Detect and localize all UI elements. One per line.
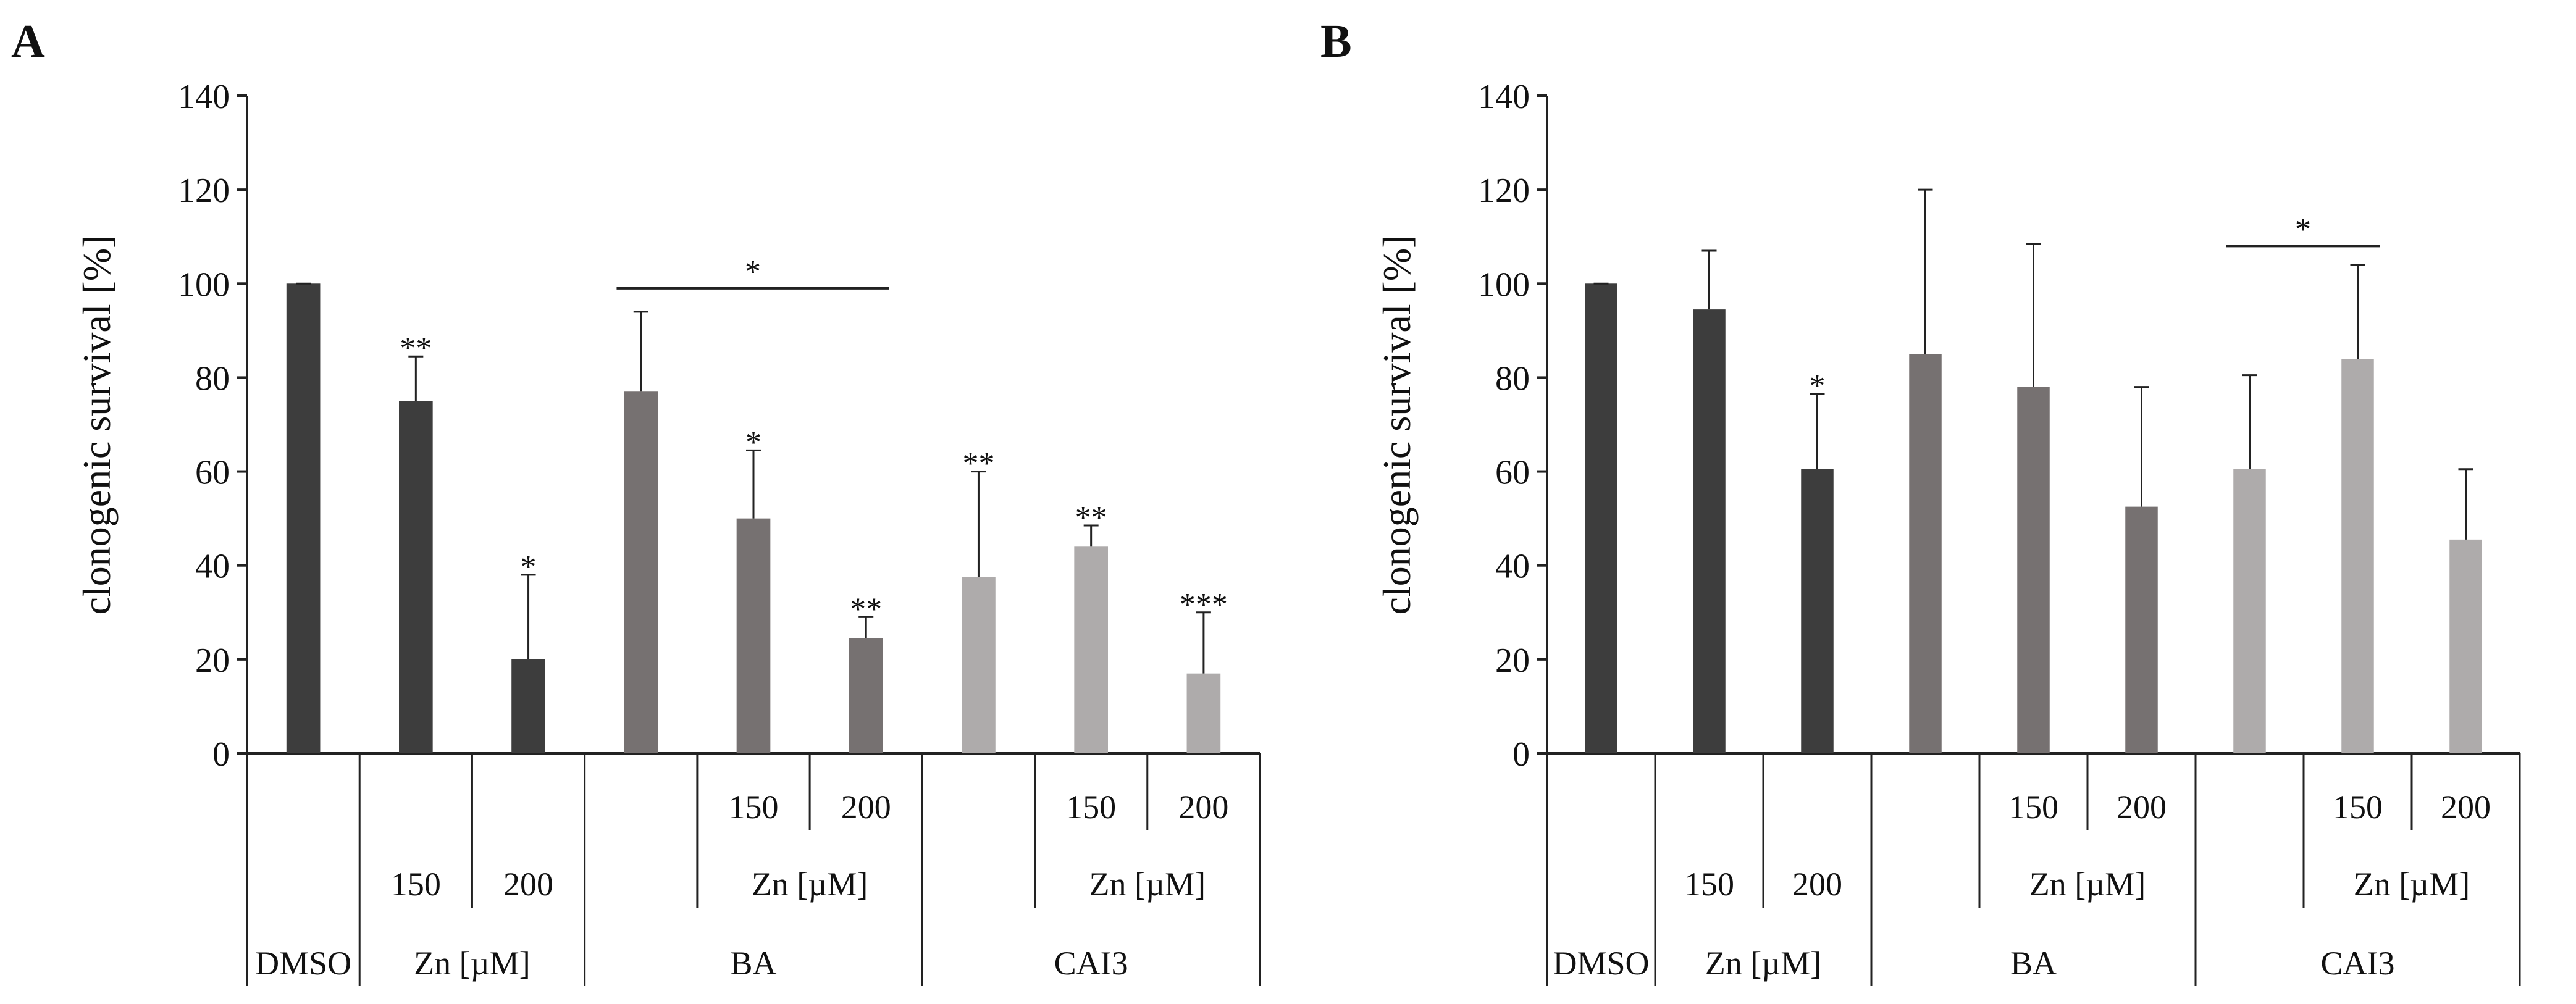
panel-a: A clonogenic survival [%] 0 20 40 60 80 100 12…	[11, 15, 1261, 986]
bar	[624, 391, 658, 753]
x-category-label: 200	[2117, 789, 2167, 826]
panel-b: B clonogenic survival [%] 0 20 40 60 80 100 12…	[1320, 15, 2521, 986]
x-category-label: 200	[1178, 789, 1228, 826]
y-tick-label: 0	[1512, 735, 1530, 774]
y-tick-label: 120	[178, 172, 230, 210]
significance-label: *	[1810, 369, 1826, 404]
x-category-label: 200	[1792, 866, 1842, 903]
bar	[2125, 506, 2158, 753]
x-category-label: 200	[841, 789, 891, 826]
y-tick-label: 80	[1495, 359, 1530, 398]
bar	[286, 283, 321, 753]
x-category-label: DMSO	[255, 945, 351, 982]
x-category-label: CAI3	[1054, 945, 1128, 982]
x-category-label: Zn [µM]	[1089, 866, 1206, 903]
x-category-label: 200	[503, 866, 553, 903]
x-category-label: Zn [µM]	[1705, 945, 1822, 982]
y-tick-label: 140	[1478, 78, 1530, 116]
bar	[1693, 309, 1726, 753]
significance-label: ***	[1180, 587, 1228, 622]
significance-label: *	[521, 550, 537, 585]
x-category-label: 150	[2333, 789, 2383, 826]
y-axis-title-b: clonogenic survival [%]	[1375, 235, 1419, 615]
bar	[849, 638, 883, 753]
y-tick-label: 40	[195, 548, 230, 586]
bar	[1801, 469, 1834, 753]
comparison-label: *	[2295, 212, 2311, 247]
bar	[511, 659, 545, 753]
bar	[2449, 539, 2482, 753]
x-category-label: 150	[1684, 866, 1734, 903]
y-tick-label: 60	[1495, 454, 1530, 492]
bar	[1186, 673, 1221, 753]
y-tick-label: 120	[1478, 172, 1530, 210]
y-tick-label: 20	[1495, 642, 1530, 680]
x-category-label: BA	[2010, 945, 2057, 982]
x-category-label: 150	[729, 789, 779, 826]
bar	[1909, 354, 1942, 753]
y-tick-label: 60	[195, 454, 230, 492]
x-category-label: Zn [µM]	[2354, 866, 2470, 903]
x-category-label: Zn [µM]	[752, 866, 868, 903]
significance-label: **	[850, 592, 882, 627]
bar	[2233, 469, 2266, 753]
y-tick-label: 0	[212, 735, 230, 774]
comparison-label: *	[745, 254, 761, 290]
x-category-label: Zn [µM]	[2029, 866, 2146, 903]
x-category-label: DMSO	[1553, 945, 1649, 982]
x-category-label: 150	[1066, 789, 1116, 826]
bar	[399, 401, 433, 753]
x-category-label: Zn [µM]	[414, 945, 531, 982]
significance-label: **	[1075, 500, 1107, 535]
panel-label-b: B	[1320, 15, 1352, 67]
y-tick-label: 140	[178, 78, 230, 116]
y-tick-label: 80	[195, 359, 230, 398]
x-category-label: 200	[2441, 789, 2491, 826]
bar	[1074, 546, 1108, 753]
y-tick-label: 40	[1495, 548, 1530, 586]
y-tick-label: 100	[1478, 266, 1530, 304]
bar	[2341, 359, 2374, 753]
bar	[2017, 387, 2050, 753]
bar	[736, 518, 771, 753]
significance-label: *	[745, 425, 761, 460]
significance-label: **	[400, 331, 432, 366]
x-category-label: 150	[2008, 789, 2058, 826]
bar	[1585, 283, 1617, 753]
y-tick-label: 100	[178, 266, 230, 304]
panel-label-a: A	[11, 15, 45, 67]
x-category-label: CAI3	[2321, 945, 2395, 982]
bar	[962, 577, 996, 753]
significance-label: **	[962, 446, 994, 482]
x-category-label: BA	[730, 945, 776, 982]
x-category-label: 150	[391, 866, 441, 903]
y-tick-label: 20	[195, 642, 230, 680]
y-axis-title-a: clonogenic survival [%]	[75, 235, 119, 615]
